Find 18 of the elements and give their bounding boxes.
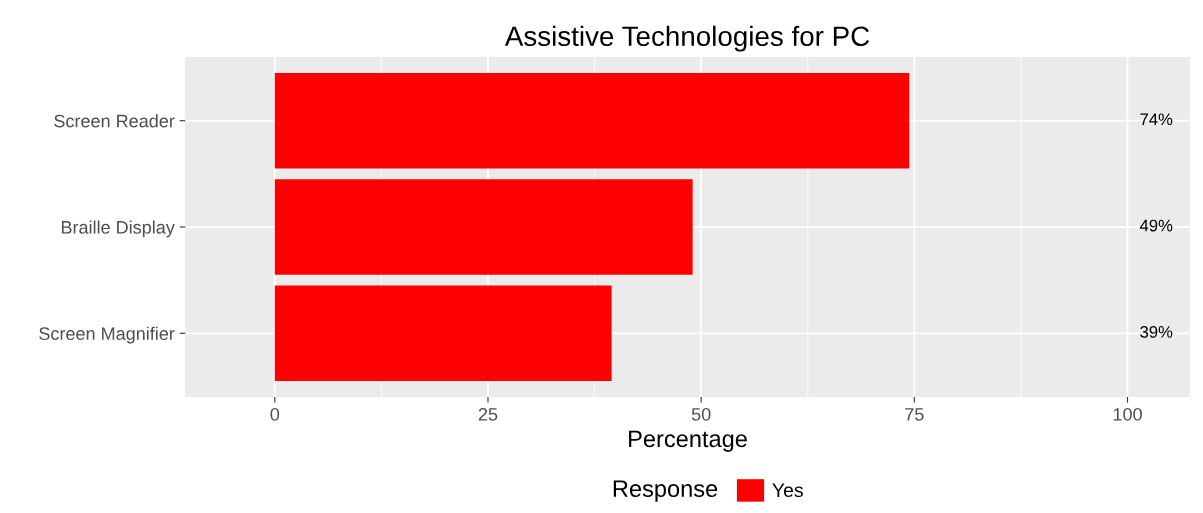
data-label: 39%: [1140, 325, 1173, 338]
y-tick-label: Braille Display: [61, 220, 175, 238]
x-tick-label: 100: [1113, 407, 1142, 421]
x-tick-label: 25: [478, 407, 498, 421]
y-tick-label: Screen Magnifier: [39, 326, 175, 344]
x-tick-label: 0: [270, 407, 280, 421]
legend-title: Response: [613, 480, 718, 502]
x-axis-title: Percentage: [629, 430, 747, 452]
x-tick-label: 50: [691, 407, 711, 421]
legend-label: Yes: [772, 483, 803, 498]
x-tick-label: 75: [905, 408, 924, 421]
data-label: 74%: [1140, 113, 1173, 126]
bar: [274, 285, 612, 382]
chart-title: Assistive Technologies for PC: [504, 25, 870, 52]
bar: [274, 72, 910, 169]
data-label: 49%: [1139, 219, 1173, 232]
y-tick-label: Screen Reader: [54, 114, 175, 128]
bar: [274, 179, 693, 275]
